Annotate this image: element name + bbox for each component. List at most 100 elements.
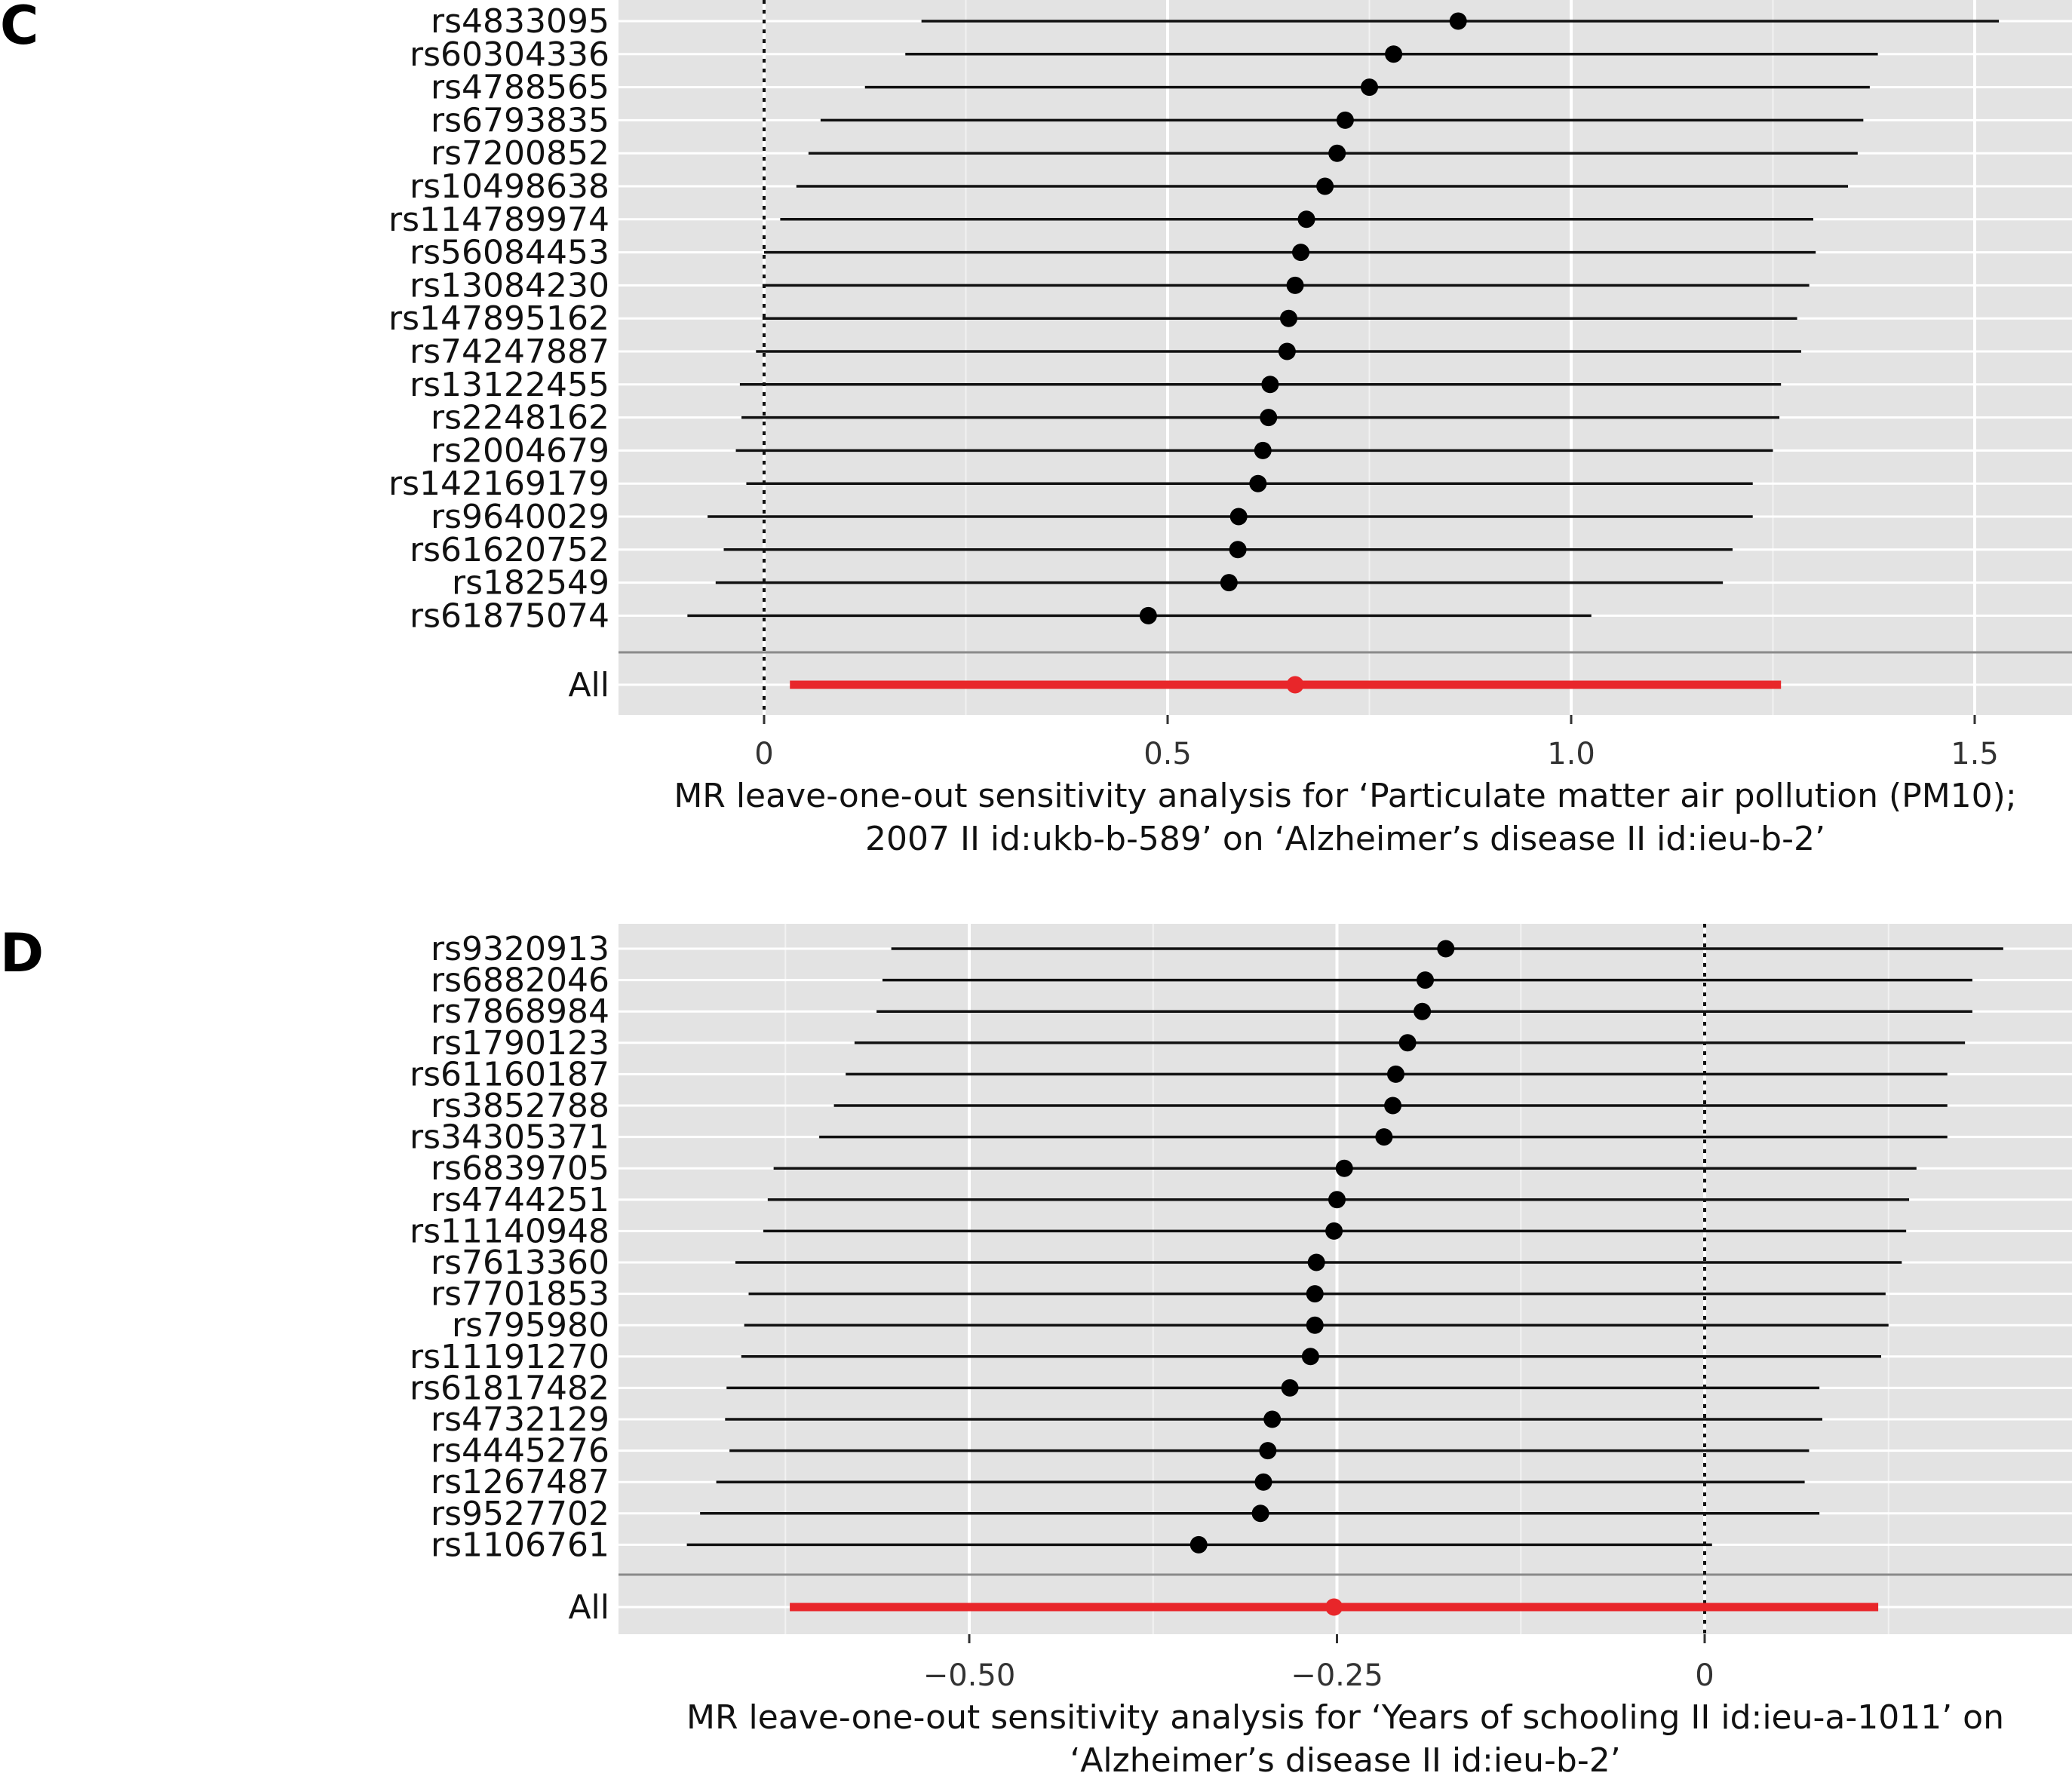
- snp-label: rs2248162: [431, 399, 609, 437]
- x-axis-label: MR leave-one-out sensitivity analysis fo…: [674, 777, 2016, 815]
- estimate-point: [1437, 940, 1455, 958]
- snp-label: rs795980: [452, 1306, 609, 1345]
- x-axis-label: 2007 II id:ukb-b-589’ on ‘Alzheimer’s di…: [865, 820, 1825, 858]
- estimate-point: [1286, 276, 1304, 294]
- estimate-point: [1263, 1410, 1282, 1428]
- estimate-point: [1335, 1159, 1353, 1177]
- estimate-point: [1306, 1285, 1324, 1303]
- snp-label: rs4445276: [431, 1432, 609, 1471]
- x-tick-label: 0: [754, 737, 773, 771]
- snp-label: rs9320913: [431, 930, 609, 968]
- plot-panel-background: [619, 0, 2072, 715]
- estimate-point: [1280, 309, 1297, 327]
- snp-label: rs34305371: [410, 1118, 609, 1157]
- snp-label: rs10498638: [410, 167, 609, 206]
- x-tick-label: 0.5: [1143, 737, 1192, 771]
- estimate-point: [1387, 1065, 1404, 1083]
- estimate-point: [1361, 78, 1378, 97]
- snp-label: rs9640029: [431, 498, 609, 536]
- overall-estimate-point: [1286, 676, 1304, 694]
- panel-letter: C: [0, 0, 38, 57]
- plot-panel-background: [619, 924, 2072, 1634]
- estimate-point: [1254, 441, 1272, 459]
- snp-label: rs1106761: [431, 1526, 609, 1564]
- estimate-point: [1398, 1034, 1417, 1052]
- estimate-point: [1328, 144, 1346, 162]
- estimate-point: [1139, 606, 1157, 624]
- snp-label: rs13084230: [410, 266, 609, 305]
- estimate-point: [1414, 1002, 1432, 1020]
- snp-label: rs6882046: [431, 962, 609, 1000]
- snp-label: rs7613360: [431, 1244, 609, 1282]
- snp-label: rs56084453: [410, 234, 609, 272]
- snp-label: rs61160187: [410, 1055, 609, 1093]
- snp-label: rs11140948: [410, 1212, 609, 1250]
- all-label: All: [568, 666, 609, 704]
- x-tick-label: −0.50: [923, 1658, 1016, 1693]
- snp-label: rs1790123: [431, 1024, 609, 1063]
- estimate-point: [1229, 541, 1247, 559]
- estimate-point: [1260, 409, 1278, 427]
- snp-label: rs74247887: [410, 333, 609, 371]
- snp-label: rs7868984: [431, 992, 609, 1031]
- snp-label: rs11191270: [410, 1338, 609, 1376]
- estimate-point: [1259, 1442, 1277, 1460]
- estimate-point: [1251, 1504, 1269, 1523]
- snp-label: rs142169179: [388, 465, 609, 503]
- estimate-point: [1281, 1379, 1299, 1397]
- estimate-point: [1254, 1473, 1272, 1491]
- estimate-point: [1384, 1097, 1402, 1115]
- estimate-point: [1385, 45, 1403, 63]
- snp-label: rs60304336: [410, 35, 609, 74]
- estimate-point: [1306, 1316, 1324, 1334]
- estimate-point: [1261, 376, 1279, 394]
- snp-label: rs147895162: [388, 299, 609, 338]
- estimate-point: [1189, 1535, 1208, 1554]
- snp-label: rs1267487: [431, 1463, 609, 1501]
- estimate-point: [1297, 210, 1315, 229]
- snp-label: rs6793835: [431, 101, 609, 140]
- snp-label: rs4788565: [431, 69, 609, 107]
- estimate-point: [1325, 1222, 1343, 1240]
- x-tick-label: −0.25: [1291, 1658, 1383, 1693]
- snp-label: rs4732129: [431, 1400, 609, 1439]
- estimate-point: [1249, 474, 1267, 492]
- estimate-point: [1220, 574, 1238, 592]
- snp-label: rs13122455: [410, 366, 609, 404]
- estimate-point: [1417, 971, 1434, 989]
- snp-label: rs7701853: [431, 1275, 609, 1314]
- snp-label: rs6839705: [431, 1149, 609, 1188]
- panel-letter: D: [0, 922, 44, 984]
- estimate-point: [1292, 244, 1310, 262]
- snp-label: rs4833095: [431, 2, 609, 41]
- snp-label: rs61875074: [410, 597, 609, 635]
- estimate-point: [1316, 177, 1334, 195]
- snp-label: rs4744251: [431, 1181, 609, 1219]
- x-tick-label: 0: [1695, 1658, 1714, 1693]
- all-label: All: [568, 1588, 609, 1627]
- snp-label: rs7200852: [431, 134, 609, 173]
- snp-label: rs182549: [452, 564, 609, 603]
- estimate-point: [1375, 1128, 1393, 1146]
- x-axis-label: ‘Alzheimer’s disease II id:ieu-b-2’: [1070, 1741, 1620, 1779]
- estimate-point: [1328, 1191, 1346, 1209]
- estimate-point: [1278, 342, 1296, 360]
- estimate-point: [1229, 508, 1248, 526]
- snp-label: rs3852788: [431, 1087, 609, 1125]
- estimate-point: [1307, 1253, 1325, 1271]
- snp-label: rs114789974: [388, 201, 609, 239]
- estimate-point: [1449, 12, 1467, 30]
- snp-label: rs2004679: [431, 431, 609, 470]
- x-tick-label: 1.0: [1547, 737, 1595, 771]
- snp-label: rs61620752: [410, 531, 609, 569]
- estimate-point: [1301, 1348, 1319, 1366]
- overall-estimate-point: [1325, 1598, 1343, 1616]
- x-tick-label: 1.5: [1951, 737, 1999, 771]
- estimate-point: [1336, 111, 1354, 129]
- snp-label: rs9527702: [431, 1495, 609, 1533]
- x-axis-label: MR leave-one-out sensitivity analysis fo…: [686, 1698, 2004, 1737]
- snp-label: rs61817482: [410, 1369, 609, 1407]
